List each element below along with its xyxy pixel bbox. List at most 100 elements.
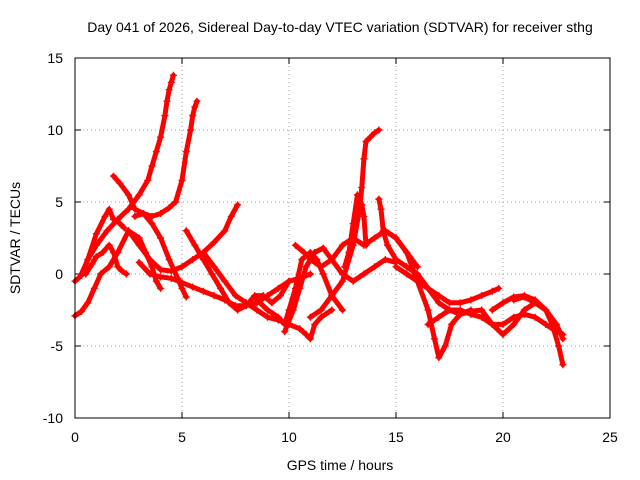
data-point: [435, 299, 443, 307]
series-track-4: [77, 71, 177, 278]
data-point: [306, 335, 314, 343]
data-point: [193, 97, 201, 105]
data-point: [189, 283, 197, 291]
x-tick-label: 15: [388, 429, 404, 445]
data-point: [317, 313, 325, 321]
data-point: [199, 287, 207, 295]
data-point: [116, 220, 124, 228]
data-point: [172, 198, 180, 206]
data-point: [381, 256, 389, 264]
data-point: [371, 234, 379, 242]
data-point: [448, 320, 456, 328]
data-point: [291, 241, 299, 249]
data-point: [125, 227, 132, 235]
data-point: [435, 354, 443, 362]
data-point: [499, 330, 507, 338]
data-point: [435, 292, 443, 300]
data-point: [317, 263, 325, 271]
series-track-19: [424, 306, 567, 338]
data-point: [169, 71, 177, 79]
data-point: [317, 306, 325, 314]
series-track-21: [510, 293, 567, 343]
data-point: [232, 292, 239, 300]
data-point: [178, 279, 186, 287]
data-point: [122, 270, 130, 278]
data-point: [413, 263, 421, 271]
data-point: [306, 256, 314, 264]
series-track-7: [125, 201, 242, 275]
series-trace: [132, 211, 189, 300]
data-point: [302, 330, 310, 338]
data-point: [92, 241, 100, 249]
data-point: [135, 241, 143, 249]
data-point: [553, 320, 560, 328]
data-point: [253, 306, 261, 314]
data-point: [165, 256, 173, 264]
data-point: [353, 191, 361, 199]
data-point: [424, 284, 432, 292]
data-point: [360, 155, 368, 163]
data-point: [210, 292, 218, 300]
data-point: [99, 248, 107, 256]
data-point: [520, 293, 528, 301]
data-point: [167, 274, 175, 282]
data-point: [242, 299, 250, 307]
data-point: [221, 277, 229, 285]
data-point: [189, 256, 197, 264]
data-point: [499, 299, 507, 307]
data-point: [157, 273, 165, 281]
data-point: [341, 263, 349, 271]
data-point: [167, 267, 175, 275]
data-point: [488, 320, 496, 328]
data-point: [339, 306, 346, 314]
data-point: [157, 133, 165, 141]
data-point: [319, 270, 327, 278]
data-point: [165, 204, 173, 212]
data-point: [114, 248, 122, 256]
series-track-15: [341, 191, 370, 271]
x-tick-label: 20: [495, 429, 511, 445]
data-point: [392, 234, 400, 242]
data-point: [358, 201, 366, 209]
data-point: [431, 335, 439, 343]
data-point: [349, 220, 357, 228]
data-point: [116, 179, 124, 187]
data-point: [92, 230, 100, 238]
data-point: [135, 258, 143, 266]
data-point: [152, 148, 160, 156]
y-tick-label: 5: [55, 194, 63, 210]
data-point: [456, 306, 464, 314]
plot-frame: [74, 57, 611, 419]
data-point: [234, 201, 242, 209]
data-point: [488, 287, 496, 295]
data-point: [264, 313, 272, 321]
data-point: [105, 241, 113, 249]
data-point: [90, 284, 98, 292]
data-point: [306, 313, 314, 321]
data-point: [375, 126, 383, 134]
data-point: [77, 307, 85, 315]
series-track-2: [82, 241, 130, 278]
data-point: [120, 224, 128, 232]
data-point: [148, 162, 156, 170]
data-point: [488, 306, 496, 314]
data-point: [555, 342, 563, 350]
x-tick-label: 25: [602, 429, 618, 445]
data-point: [114, 263, 122, 271]
data-point: [105, 263, 113, 271]
data-point: [371, 263, 379, 271]
series-track-5: [110, 97, 201, 220]
data-point: [441, 342, 449, 350]
data-point: [328, 292, 336, 300]
data-point: [345, 248, 353, 256]
data-point: [191, 103, 199, 111]
series-trace: [78, 72, 176, 277]
data-point: [531, 313, 539, 321]
y-tick-label: 15: [47, 50, 63, 66]
data-point: [217, 284, 225, 292]
data-point: [210, 238, 218, 246]
x-axis-label: GPS time / hours: [287, 457, 394, 473]
